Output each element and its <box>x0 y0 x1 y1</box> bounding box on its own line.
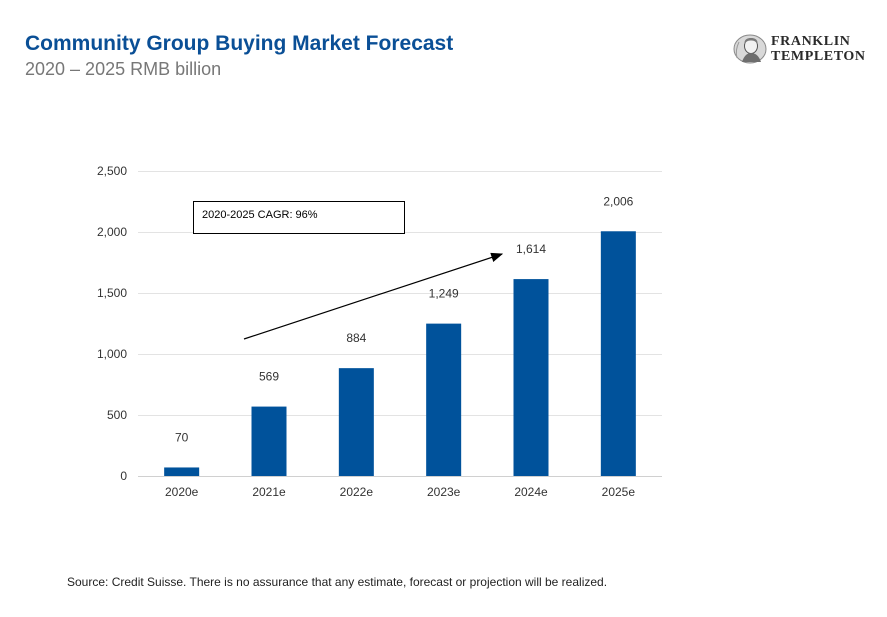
data-label: 1,249 <box>429 287 459 301</box>
bar <box>600 231 636 476</box>
y-axis: 0 500 1,000 1,500 2,000 2,500 <box>97 164 127 483</box>
x-tick-label: 2022e <box>340 485 374 499</box>
data-label: 70 <box>175 430 189 444</box>
logo-line-1: FRANKLIN <box>771 34 851 49</box>
x-tick-label: 2021e <box>252 485 286 499</box>
y-tick-label: 1,500 <box>97 286 127 300</box>
bar <box>338 368 374 476</box>
data-label: 2,006 <box>603 194 633 208</box>
cagr-annotation-text: 2020-2025 CAGR: 96% <box>202 209 318 221</box>
logo-wordmark: FRANKLIN TEMPLETON <box>771 34 866 64</box>
trend-arrow <box>243 252 504 340</box>
page-subtitle: 2020 – 2025 RMB billion <box>25 59 222 79</box>
benjamin-franklin-portrait-icon <box>733 34 767 64</box>
data-label: 569 <box>259 370 279 384</box>
source-note: Source: Credit Suisse. There is no assur… <box>67 575 608 589</box>
x-axis: 2020e 2021e 2022e 2023e 2024e 2025e <box>165 485 635 499</box>
logo-line-2: TEMPLETON <box>771 49 866 64</box>
x-tick-label: 2025e <box>602 485 636 499</box>
bar <box>426 323 462 476</box>
data-label: 1,614 <box>516 242 546 256</box>
y-tick-label: 500 <box>107 408 127 422</box>
y-tick-label: 1,000 <box>97 347 127 361</box>
y-tick-label: 2,500 <box>97 164 127 178</box>
data-label: 884 <box>346 331 366 345</box>
x-tick-label: 2024e <box>514 485 548 499</box>
x-tick-label: 2020e <box>165 485 199 499</box>
cagr-annotation-box <box>193 201 405 234</box>
franklin-templeton-logo: FRANKLIN TEMPLETON <box>733 33 866 65</box>
value-labels: 70 569 884 1,249 1,614 2,006 <box>175 194 634 444</box>
bar <box>513 279 549 476</box>
bar <box>164 467 200 476</box>
page-title: Community Group Buying Market Forecast <box>25 32 454 55</box>
bar <box>251 406 287 476</box>
y-tick-label: 2,000 <box>97 225 127 239</box>
x-tick-label: 2023e <box>427 485 461 499</box>
y-tick-label: 0 <box>120 469 127 483</box>
bars <box>164 231 636 476</box>
